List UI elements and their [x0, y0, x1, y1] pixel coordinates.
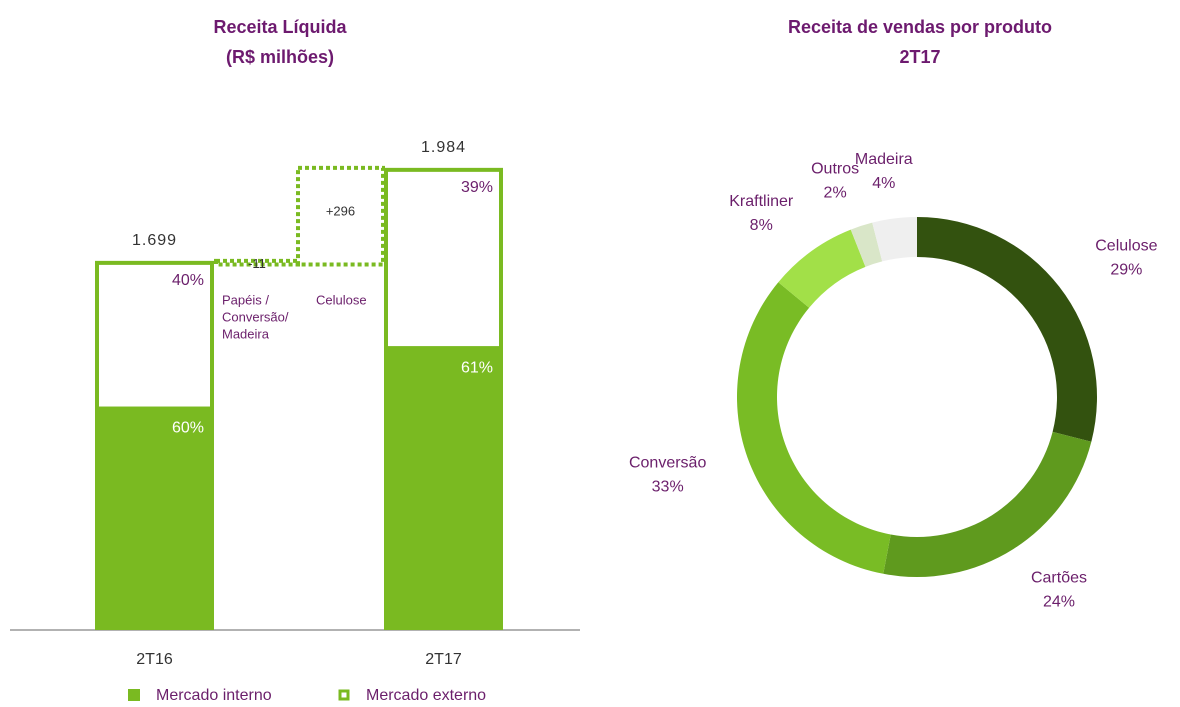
slice-label: Kraftliner — [729, 193, 794, 210]
slice-value: 8% — [750, 217, 773, 234]
legend-label: Mercado interno — [156, 687, 272, 704]
legend-swatch — [128, 689, 140, 701]
slice-value: 24% — [1043, 594, 1075, 611]
donut-slice — [736, 282, 891, 574]
bar-internal — [384, 348, 503, 630]
donut-slice — [917, 217, 1098, 442]
step-value: +296 — [326, 204, 355, 219]
step-label: Conversão/ — [222, 309, 289, 324]
chart-title: Receita Líquida — [213, 17, 347, 37]
chart-title: Receita de vendas por produto — [788, 17, 1052, 37]
slice-value: 29% — [1110, 261, 1142, 278]
step-label: Papéis / — [222, 292, 269, 307]
share-label: 39% — [461, 179, 493, 196]
legend-swatch — [338, 689, 350, 701]
x-tick-label: 2T16 — [136, 651, 173, 668]
slice-label: Outros — [811, 160, 859, 177]
legend-label: Mercado externo — [366, 687, 486, 704]
slice-label: Celulose — [1095, 237, 1157, 254]
slice-value: 4% — [872, 175, 895, 192]
total-label: 1.699 — [132, 232, 177, 249]
donut-slice — [872, 217, 917, 262]
step — [296, 165, 385, 267]
step-label: Celulose — [316, 292, 367, 307]
bar-internal — [95, 408, 214, 630]
slice-label: Madeira — [855, 151, 913, 168]
donut-slice — [850, 222, 883, 267]
step-label: Madeira — [222, 326, 270, 341]
slice-label: Conversão — [629, 454, 706, 471]
share-label: 40% — [172, 272, 204, 289]
total-label: 1.984 — [421, 139, 466, 156]
chart-subtitle: 2T17 — [899, 47, 940, 67]
slice-label: Cartões — [1031, 570, 1087, 587]
chart-subtitle: (R$ milhões) — [226, 47, 334, 67]
step-value: -11 — [248, 256, 266, 271]
share-label: 61% — [461, 359, 493, 376]
x-tick-label: 2T17 — [425, 651, 462, 668]
donut-slice — [883, 431, 1092, 578]
slice-value: 33% — [652, 478, 684, 495]
bar-external — [95, 260, 214, 411]
bar-external — [384, 167, 503, 351]
slice-value: 2% — [824, 184, 847, 201]
donut-slice — [778, 229, 866, 308]
share-label: 60% — [172, 420, 204, 437]
